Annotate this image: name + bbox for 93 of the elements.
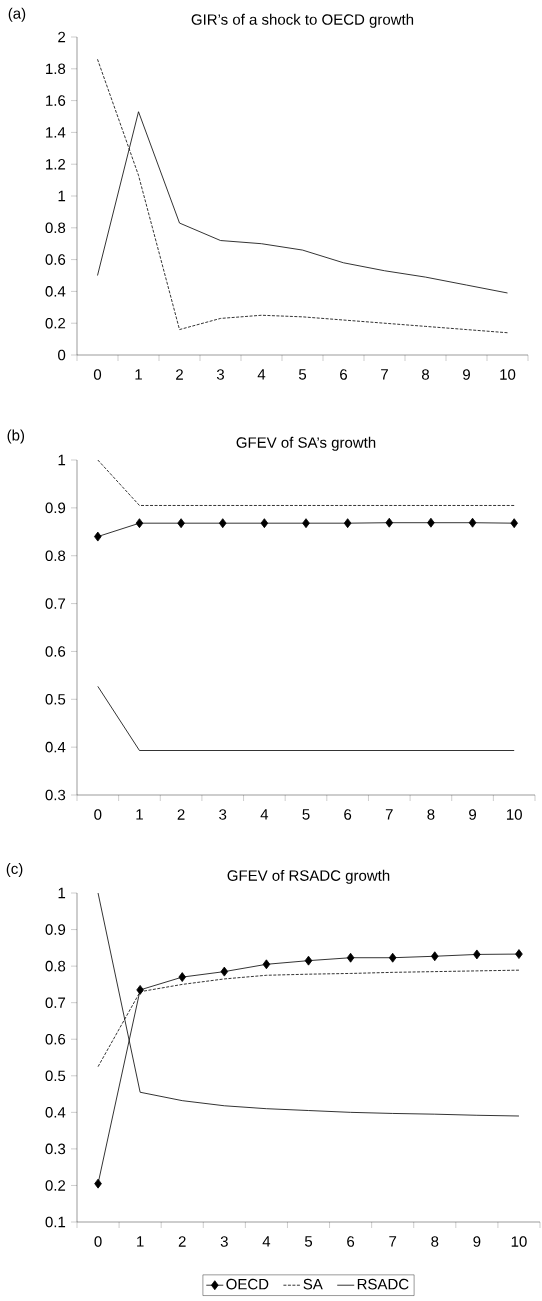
x-tick-label: 1 [135, 369, 142, 380]
y-tick-label: 0.5 [45, 693, 66, 705]
point [220, 966, 229, 977]
x-tick-label: 9 [463, 369, 470, 380]
y-tick-label: 1.4 [46, 127, 66, 138]
y-tick-label: 0.4 [45, 1107, 66, 1118]
x-tick-label: 7 [389, 1236, 397, 1247]
legend-label: SA [303, 1278, 323, 1290]
x-tick-label: 7 [381, 369, 388, 380]
text: (b) [7, 429, 25, 444]
point [260, 518, 269, 529]
legend-label: RSADC [357, 1278, 409, 1290]
point [510, 518, 518, 529]
x-tick-label: 9 [473, 1236, 481, 1247]
x-tick-label: 2 [177, 809, 185, 820]
x-tick-label: 3 [216, 369, 225, 380]
y-tick-label: 0.8 [45, 222, 66, 234]
point [177, 518, 185, 529]
x-tick-label: 4 [257, 369, 266, 380]
x-tick-label: 10 [511, 1236, 527, 1247]
point [473, 949, 481, 960]
point [427, 517, 435, 528]
x-tick-label: 2 [178, 1236, 186, 1247]
y-tick-label: 0.3 [45, 1143, 66, 1155]
point [468, 517, 477, 528]
y-tick-label: 0.4 [45, 286, 66, 297]
x-tick-label: 9 [469, 809, 476, 820]
x-tick-label: 4 [260, 809, 269, 820]
y-tick-label: 0.7 [45, 997, 66, 1008]
x-tick-label: 2 [176, 369, 183, 380]
x-tick-label: 0 [94, 1236, 102, 1247]
point [515, 949, 523, 959]
point [94, 531, 102, 542]
point [304, 955, 313, 966]
y-tick-label: 0.6 [45, 1033, 66, 1045]
x-tick-label: 0 [94, 809, 102, 820]
x-tick-label: 3 [219, 809, 227, 820]
point [343, 518, 352, 529]
x-tick-label: 5 [304, 1236, 313, 1247]
chart-title: GIR’s of a shock to OECD growth [191, 13, 414, 28]
point [431, 951, 439, 962]
y-tick-label: 0.2 [45, 317, 66, 329]
x-tick-label: 8 [427, 809, 435, 820]
y-tick-label: 1.6 [46, 95, 66, 106]
point [262, 959, 271, 970]
x-tick-label: 5 [298, 369, 307, 380]
point [302, 518, 310, 529]
chart-title: GFEV of RSADC growth [227, 869, 390, 884]
y-tick-label: 1 [58, 887, 66, 899]
y-tick-label: 0.1 [45, 1216, 66, 1228]
y-tick-label: 0.3 [45, 789, 66, 801]
y-tick-label: 0 [58, 349, 66, 361]
x-tick-label: 7 [385, 809, 393, 820]
point [136, 984, 144, 995]
x-tick-label: 10 [506, 809, 522, 820]
y-tick-label: 1.2 [46, 158, 66, 170]
point [346, 952, 355, 963]
x-tick-label: 3 [220, 1236, 228, 1247]
point [94, 1178, 102, 1189]
y-tick-label: 1.8 [46, 63, 66, 75]
y-tick-label: 0.9 [45, 924, 66, 935]
y-tick-label: 0.8 [45, 960, 66, 972]
x-tick-label: 6 [344, 809, 352, 820]
x-tick-label: 6 [347, 1236, 355, 1247]
y-tick-label: 0.4 [45, 741, 66, 753]
x-tick-label: 5 [302, 809, 310, 820]
point [385, 517, 394, 528]
y-tick-label: 0.6 [45, 646, 66, 657]
x-tick-label: 4 [262, 1236, 271, 1247]
y-tick-label: 1 [58, 190, 66, 202]
point [178, 972, 186, 982]
x-tick-label: 0 [93, 369, 102, 380]
point [135, 518, 144, 529]
x-tick-label: 10 [500, 369, 516, 380]
y-tick-label: 0.6 [45, 254, 66, 265]
point [388, 952, 397, 963]
y-tick-label: 0.8 [45, 550, 66, 562]
y-tick-label: 0.2 [45, 1180, 66, 1191]
x-tick-label: 1 [137, 1236, 144, 1247]
x-tick-label: 1 [136, 809, 143, 820]
y-tick-label: 0.7 [45, 598, 66, 609]
y-tick-label: 1 [58, 454, 66, 466]
text: (c) [6, 863, 23, 877]
x-tick-label: 8 [431, 1236, 439, 1247]
y-tick-label: 0.5 [45, 1070, 66, 1082]
point [218, 518, 227, 529]
text: (a) [8, 7, 26, 22]
x-tick-label: 6 [340, 369, 348, 380]
y-tick-label: 0.9 [45, 502, 66, 514]
x-tick-label: 8 [421, 369, 430, 380]
legend-label: OECD [226, 1278, 269, 1290]
chart-title: GFEV of SA’s growth [236, 436, 376, 451]
y-tick-label: 2 [58, 31, 66, 43]
